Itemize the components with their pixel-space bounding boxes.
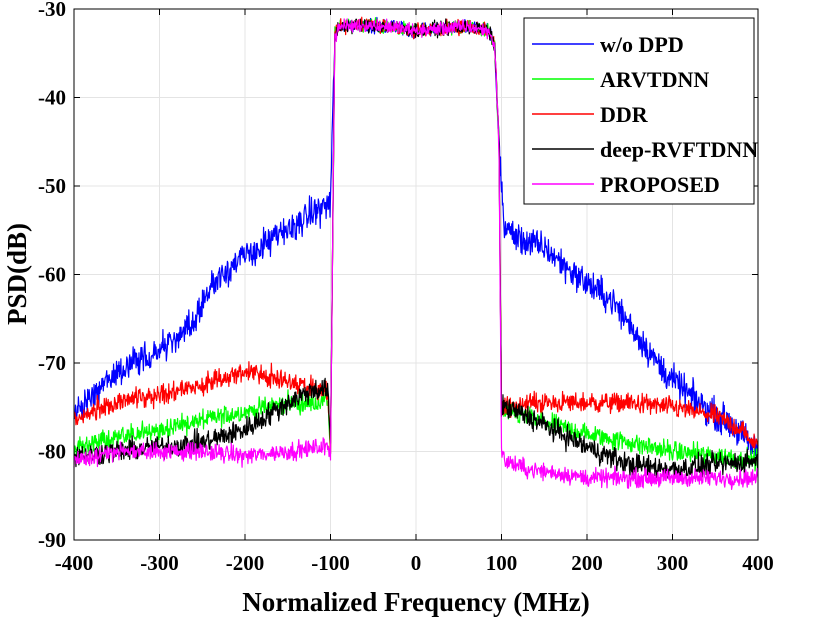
x-tick-label: 100 — [486, 551, 518, 575]
x-tick-label: -400 — [55, 551, 94, 575]
legend-entry: PROPOSED — [600, 172, 720, 197]
y-axis-ticks: -90 -80 -70 -60 -50 -40 -30 — [38, 0, 758, 552]
x-tick-label: 200 — [571, 551, 603, 575]
legend-entry: DDR — [600, 102, 649, 127]
x-tick-label: -300 — [140, 551, 179, 575]
x-axis-ticks: -400 -300 -200 -100 0 100 200 300 400 — [55, 9, 774, 575]
y-tick-label: -80 — [38, 440, 66, 464]
x-tick-label: 300 — [657, 551, 689, 575]
legend-entry: ARVTDNN — [600, 67, 709, 92]
y-axis-label: PSD(dB) — [2, 223, 32, 325]
x-tick-label: -100 — [311, 551, 350, 575]
y-tick-label: -60 — [38, 263, 66, 287]
y-tick-label: -50 — [38, 174, 66, 198]
legend: w/o DPD ARVTDNN DDR deep-RVFTDNN PROPOSED — [523, 17, 758, 205]
x-tick-label: 400 — [742, 551, 774, 575]
y-tick-label: -40 — [38, 86, 66, 110]
series-lines — [73, 16, 759, 491]
x-tick-label: -200 — [226, 551, 265, 575]
plot-frame — [73, 8, 759, 541]
y-tick-label: -30 — [38, 0, 66, 21]
legend-entry: deep-RVFTDNN — [600, 137, 758, 162]
x-tick-label: 0 — [411, 551, 422, 575]
x-axis-label: Normalized Frequency (MHz) — [242, 587, 589, 617]
y-tick-label: -70 — [38, 351, 66, 375]
series-line-4 — [73, 18, 759, 491]
y-tick-label: -90 — [38, 528, 66, 552]
legend-box — [523, 17, 755, 205]
legend-entry: w/o DPD — [600, 32, 684, 57]
